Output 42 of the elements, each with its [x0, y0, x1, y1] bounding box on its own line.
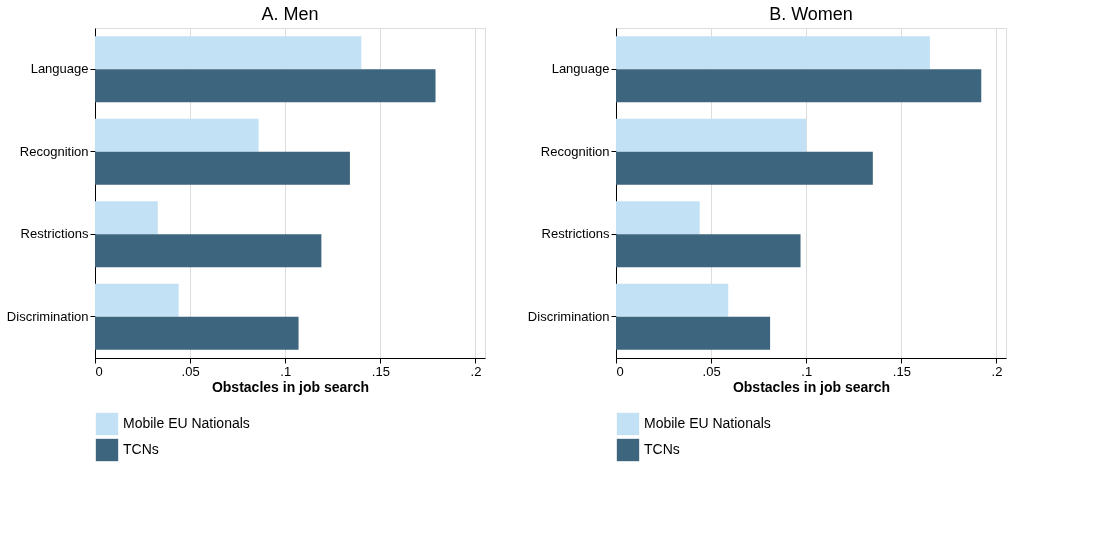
bar	[616, 151, 873, 185]
bar	[616, 283, 729, 317]
chart-title: A. Men	[261, 4, 319, 24]
x-axis-title: Obstacles in job search	[732, 378, 891, 395]
y-tick-label: Language	[551, 61, 610, 77]
y-tick-label: Discrimination	[6, 308, 89, 324]
x-tick-label: 0	[616, 363, 624, 379]
y-tick-label: Recognition	[540, 143, 610, 159]
bar	[616, 234, 801, 268]
y-tick-label: Language	[30, 61, 89, 77]
x-tick-label: .2	[470, 363, 482, 379]
x-tick-label: .05	[702, 363, 721, 379]
x-tick-label: 0	[95, 363, 103, 379]
y-tick-label: Restrictions	[541, 226, 610, 242]
bar	[95, 36, 362, 70]
y-tick-label: Recognition	[19, 143, 89, 159]
legend-label: Mobile EU Nationals	[644, 415, 771, 431]
x-tick-label: .2	[991, 363, 1003, 379]
chart-title: B. Women	[769, 4, 853, 24]
legend-label: TCNs	[644, 441, 680, 457]
bar	[95, 316, 299, 350]
bar	[95, 151, 350, 185]
bar	[616, 36, 930, 70]
legend-label: Mobile EU Nationals	[123, 415, 250, 431]
bar	[95, 118, 259, 152]
x-tick-label: .15	[892, 363, 911, 379]
legend-label: TCNs	[123, 441, 159, 457]
bar	[95, 283, 179, 317]
bar	[616, 316, 771, 350]
x-tick-label: .1	[801, 363, 813, 379]
bar	[616, 118, 807, 152]
bar	[95, 234, 322, 268]
y-tick-label: Restrictions	[20, 226, 89, 242]
x-tick-label: .1	[280, 363, 292, 379]
bar	[616, 201, 700, 235]
x-tick-label: .05	[181, 363, 200, 379]
bar	[616, 69, 982, 103]
x-tick-label: .15	[371, 363, 390, 379]
x-axis-title: Obstacles in job search	[211, 378, 370, 395]
bar	[95, 201, 158, 235]
y-tick-label: Discrimination	[527, 308, 610, 324]
bar	[95, 69, 436, 103]
